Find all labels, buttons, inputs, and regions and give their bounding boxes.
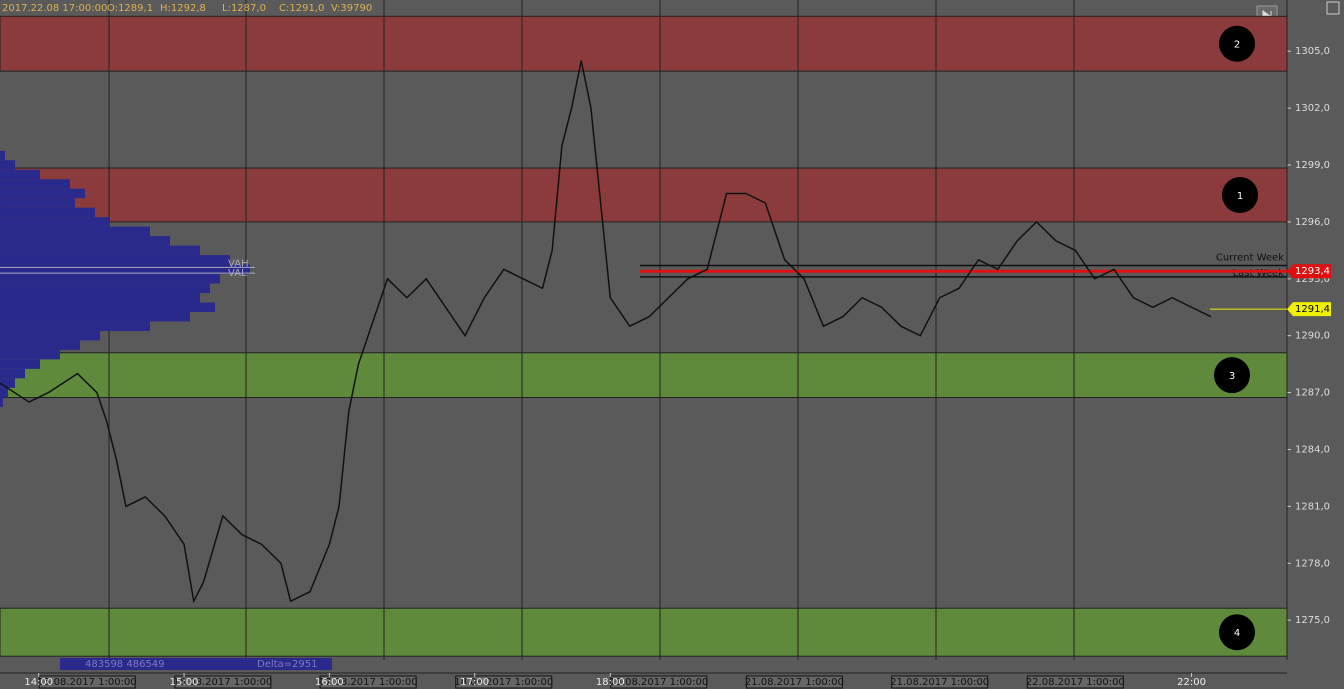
zone-label: 2: [1234, 40, 1240, 51]
x-tick-label: 15:00: [170, 677, 199, 688]
profile-bar: [0, 198, 75, 208]
zone: [0, 607, 1288, 657]
profile-bar: [0, 150, 5, 161]
profile-bar: [0, 340, 80, 350]
header-item: L:1287,0: [222, 3, 266, 14]
zone-badge: [1219, 25, 1255, 62]
footer-bar: [60, 658, 332, 670]
profile-bar: [0, 169, 40, 180]
profile-bar: [0, 378, 15, 388]
date-label: 22.08.2017 1:00:00: [1026, 677, 1125, 688]
price-line-series: [0, 60, 1212, 604]
price-tag-label: 1293,4: [1295, 266, 1330, 277]
y-tick-label: 1284,0: [1295, 444, 1330, 455]
date-label: 16.08.2017 1:00:00: [173, 677, 272, 688]
profile-bar: [0, 264, 250, 275]
header-item: C:1291,0: [279, 3, 324, 14]
profile-bar: [0, 349, 60, 360]
date-box: [455, 675, 553, 689]
profile-bar: [0, 283, 210, 294]
profile-bar: [0, 368, 25, 379]
zone-badge: [1214, 357, 1250, 394]
price-tag: [1287, 302, 1331, 317]
profile-bar: [0, 179, 70, 189]
header-item: 2017.22.08 17:00:00: [2, 3, 107, 14]
y-tick-label: 1287,0: [1295, 388, 1330, 399]
profile-bar: [0, 274, 220, 284]
zone-badge: [1222, 176, 1258, 213]
corner-button[interactable]: [1326, 1, 1340, 15]
profile-bar: [0, 245, 200, 256]
date-box: [610, 675, 708, 689]
profile-bar: [0, 236, 170, 246]
date-label: 17.08.2017 1:00:00: [319, 677, 418, 688]
zone-label: 4: [1234, 628, 1240, 639]
profile-bar: [0, 207, 95, 218]
profile-bar: [0, 397, 3, 407]
date-box: [745, 675, 843, 689]
profile-bar: [0, 226, 150, 237]
profile-bar: [0, 330, 100, 341]
date-box: [1026, 675, 1124, 689]
va-label: VAL: [228, 268, 247, 279]
footer-delta: Delta=2951: [257, 659, 318, 670]
profile-bar: [0, 302, 215, 312]
date-box: [174, 675, 272, 689]
date-label: 18.08.2017 1:00:00: [454, 677, 553, 688]
y-tick-label: 1281,0: [1295, 501, 1330, 512]
zone-label: 1: [1237, 191, 1243, 202]
date-label: 21.08.2017 1:00:00: [890, 677, 989, 688]
date-box: [319, 675, 417, 689]
profile-bar: [0, 359, 40, 369]
price-tag: [1287, 264, 1331, 279]
date-label: 15.08.2017 1:00:00: [38, 677, 137, 688]
zone-badge: [1219, 614, 1255, 651]
x-tick-label: 18:00: [596, 677, 625, 688]
y-tick-label: 1290,0: [1295, 331, 1330, 342]
profile-bar: [0, 321, 150, 331]
zone: [0, 352, 1288, 399]
profile-bar: [0, 217, 110, 227]
profile-bar: [0, 255, 230, 265]
zone: [0, 15, 1288, 72]
y-tick-label: 1299,0: [1295, 160, 1330, 171]
level-label: Current Week: [1216, 253, 1284, 264]
profile-bar: [0, 293, 200, 303]
header-item: O:1289,1: [107, 3, 153, 14]
profile-bar: [0, 160, 15, 170]
footer-volume: 483598 486549: [85, 659, 165, 670]
y-tick-label: 1302,0: [1295, 103, 1330, 114]
x-tick-label: 22:00: [1177, 677, 1206, 688]
y-tick-label: 1305,0: [1295, 46, 1330, 57]
level-label: Last Week: [1233, 268, 1285, 279]
y-tick-label: 1293,0: [1295, 274, 1330, 285]
price-tag-label: 1291,4: [1295, 304, 1330, 315]
x-tick-label: 16:00: [315, 677, 344, 688]
date-box: [38, 675, 136, 689]
profile-bar: [0, 387, 8, 398]
date-label: 21.08.2017 1:00:00: [745, 677, 844, 688]
zone: [0, 167, 1288, 223]
profile-bar: [0, 188, 85, 199]
x-tick-label: 17:00: [460, 677, 489, 688]
header-item: H:1292,8: [160, 3, 206, 14]
va-label: VAH: [228, 258, 249, 269]
date-label: 18.08.2017 1:00:00: [609, 677, 708, 688]
date-box: [891, 675, 989, 689]
x-tick-label: 14:00: [24, 677, 53, 688]
y-tick-label: 1296,0: [1295, 217, 1330, 228]
y-tick-label: 1275,0: [1295, 615, 1330, 626]
profile-bar: [0, 311, 190, 322]
header-item: V:39790: [331, 3, 372, 14]
zone-label: 3: [1229, 371, 1235, 382]
y-tick-label: 1278,0: [1295, 558, 1330, 569]
